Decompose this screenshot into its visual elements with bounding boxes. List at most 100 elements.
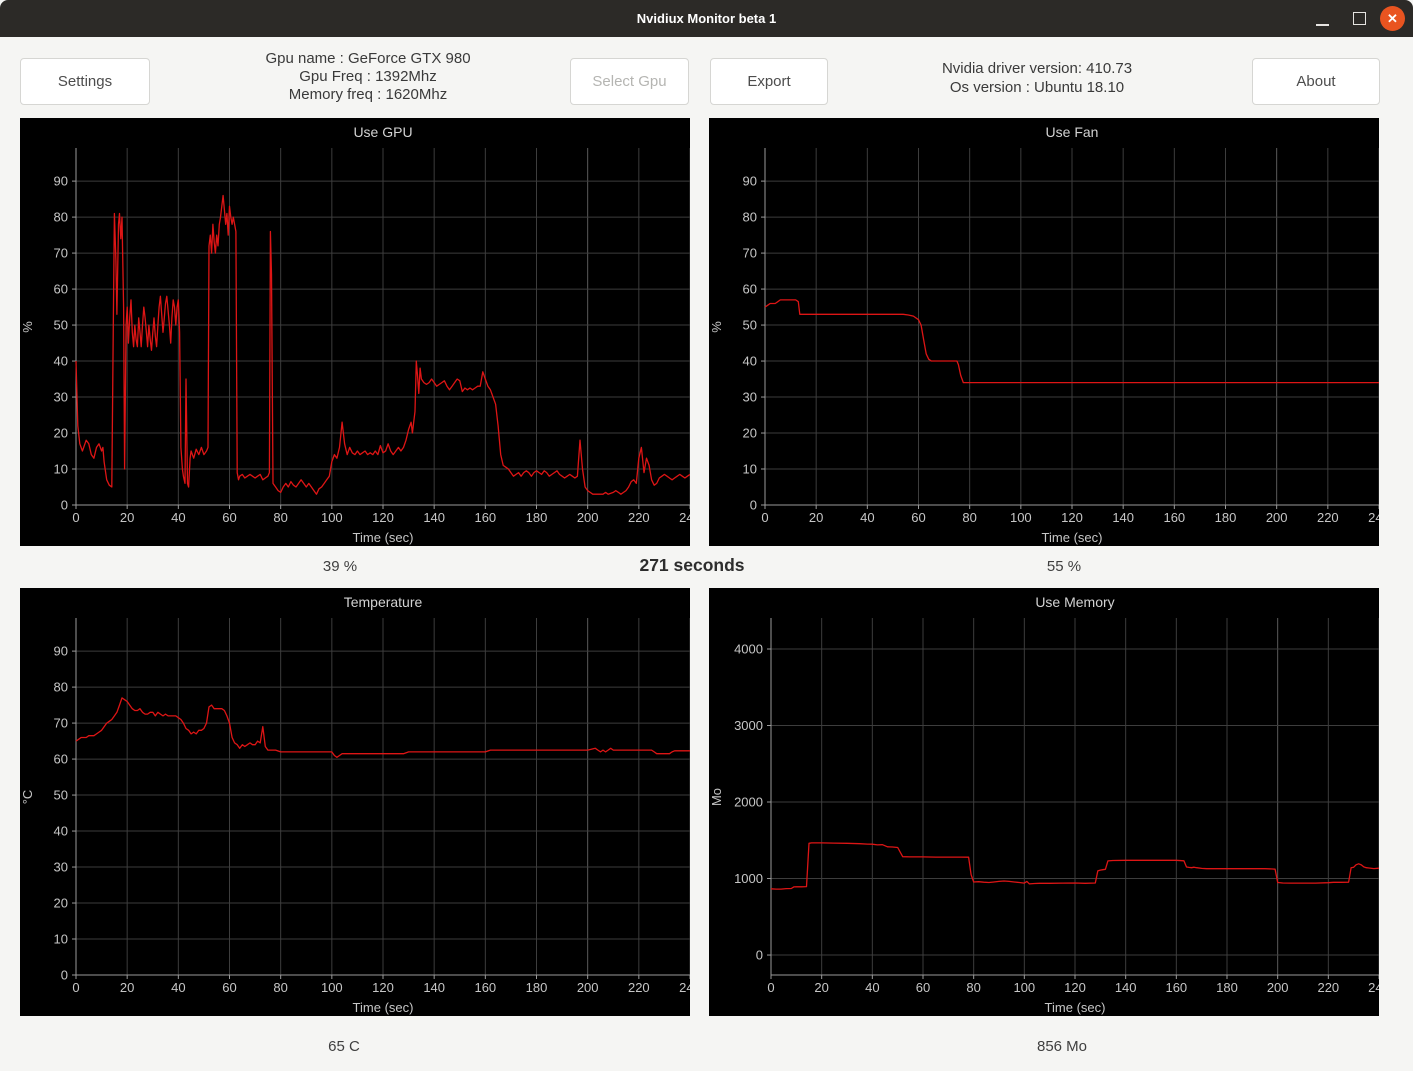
gpu-usage-value: 39 % bbox=[322, 558, 358, 575]
svg-text:Time (sec): Time (sec) bbox=[353, 530, 414, 545]
os-version-line: Os version : Ubuntu 18.10 bbox=[949, 79, 1125, 96]
svg-text:220: 220 bbox=[1317, 510, 1339, 525]
svg-text:0: 0 bbox=[72, 980, 79, 995]
svg-text:180: 180 bbox=[526, 980, 548, 995]
svg-text:100: 100 bbox=[321, 510, 343, 525]
svg-text:30: 30 bbox=[54, 390, 68, 405]
svg-text:60: 60 bbox=[54, 752, 68, 767]
svg-text:80: 80 bbox=[962, 510, 976, 525]
svg-text:Use Fan: Use Fan bbox=[1046, 124, 1099, 140]
svg-text:120: 120 bbox=[372, 980, 394, 995]
svg-text:0: 0 bbox=[761, 510, 768, 525]
svg-text:220: 220 bbox=[1317, 980, 1339, 995]
svg-text:20: 20 bbox=[743, 426, 757, 441]
svg-text:140: 140 bbox=[423, 980, 445, 995]
svg-text:240: 240 bbox=[679, 980, 690, 995]
svg-text:20: 20 bbox=[120, 980, 134, 995]
about-button[interactable]: About bbox=[1252, 58, 1380, 105]
svg-text:60: 60 bbox=[222, 980, 236, 995]
svg-text:Use GPU: Use GPU bbox=[353, 124, 412, 140]
svg-text:%: % bbox=[709, 321, 724, 333]
svg-text:3000: 3000 bbox=[734, 718, 763, 733]
window-title: Nvidiux Monitor beta 1 bbox=[636, 11, 777, 26]
svg-text:100: 100 bbox=[1013, 980, 1035, 995]
svg-text:50: 50 bbox=[54, 788, 68, 803]
svg-text:Time (sec): Time (sec) bbox=[1042, 530, 1103, 545]
svg-text:180: 180 bbox=[1216, 980, 1238, 995]
memory-freq-line: Memory freq : 1620Mhz bbox=[288, 86, 448, 103]
use-gpu-chart: 0 20 40 60 80 100 120 140 160 180 200 220 240 0 10 20 30… bbox=[20, 118, 690, 546]
temperature-plot: 0 20 40 60 80 100 120 140 160 180 200 220 240 0 10 20 30… bbox=[20, 594, 690, 1015]
svg-text:20: 20 bbox=[54, 426, 68, 441]
svg-text:%: % bbox=[20, 321, 35, 333]
svg-text:1000: 1000 bbox=[734, 871, 763, 886]
svg-text:80: 80 bbox=[273, 980, 287, 995]
svg-text:100: 100 bbox=[1010, 510, 1032, 525]
svg-text:40: 40 bbox=[171, 510, 185, 525]
svg-text:40: 40 bbox=[54, 354, 68, 369]
svg-text:Temperature: Temperature bbox=[344, 594, 423, 610]
svg-text:60: 60 bbox=[743, 282, 757, 297]
svg-text:20: 20 bbox=[809, 510, 823, 525]
minimize-button[interactable] bbox=[1308, 0, 1338, 37]
close-icon: ✕ bbox=[1380, 6, 1405, 31]
svg-text:80: 80 bbox=[54, 210, 68, 225]
svg-text:120: 120 bbox=[372, 510, 394, 525]
svg-text:2000: 2000 bbox=[734, 795, 763, 810]
svg-text:50: 50 bbox=[743, 318, 757, 333]
svg-text:160: 160 bbox=[474, 510, 496, 525]
memory-usage-value: 856 Mo bbox=[1036, 1038, 1088, 1055]
svg-text:140: 140 bbox=[423, 510, 445, 525]
svg-text:180: 180 bbox=[526, 510, 548, 525]
svg-text:80: 80 bbox=[743, 210, 757, 225]
svg-text:180: 180 bbox=[1215, 510, 1237, 525]
elapsed-time: 271 seconds bbox=[639, 555, 745, 575]
svg-text:160: 160 bbox=[474, 980, 496, 995]
svg-text:160: 160 bbox=[1165, 980, 1187, 995]
svg-text:40: 40 bbox=[54, 824, 68, 839]
temperature-value: 65 C bbox=[328, 1038, 360, 1055]
temperature-chart: 0 20 40 60 80 100 120 140 160 180 200 220 240 0 10 20 30… bbox=[20, 588, 690, 1016]
close-button[interactable]: ✕ bbox=[1378, 0, 1408, 37]
select-gpu-button[interactable]: Select Gpu bbox=[570, 58, 689, 105]
svg-text:220: 220 bbox=[628, 980, 650, 995]
svg-text:30: 30 bbox=[743, 390, 757, 405]
svg-text:40: 40 bbox=[743, 354, 757, 369]
svg-text:Time (sec): Time (sec) bbox=[353, 1000, 414, 1015]
svg-text:90: 90 bbox=[743, 174, 757, 189]
svg-text:10: 10 bbox=[54, 932, 68, 947]
maximize-button[interactable] bbox=[1344, 0, 1374, 37]
svg-text:200: 200 bbox=[1267, 980, 1289, 995]
svg-text:Use Memory: Use Memory bbox=[1035, 594, 1114, 610]
svg-text:50: 50 bbox=[54, 318, 68, 333]
svg-text:90: 90 bbox=[54, 174, 68, 189]
svg-text:40: 40 bbox=[860, 510, 874, 525]
svg-text:200: 200 bbox=[1266, 510, 1288, 525]
svg-text:140: 140 bbox=[1112, 510, 1134, 525]
use-fan-plot: 0 20 40 60 80 100 120 140 160 180 200 220 240 0 10 20 30… bbox=[709, 124, 1379, 545]
svg-text:80: 80 bbox=[273, 510, 287, 525]
svg-text:20: 20 bbox=[120, 510, 134, 525]
svg-text:0: 0 bbox=[767, 980, 774, 995]
export-button[interactable]: Export bbox=[710, 58, 828, 105]
svg-text:0: 0 bbox=[61, 968, 68, 983]
svg-text:220: 220 bbox=[628, 510, 650, 525]
settings-button[interactable]: Settings bbox=[20, 58, 150, 105]
svg-text:40: 40 bbox=[865, 980, 879, 995]
titlebar: Nvidiux Monitor beta 1 ✕ bbox=[0, 0, 1413, 37]
svg-text:240: 240 bbox=[679, 510, 690, 525]
gpu-name-line: Gpu name : GeForce GTX 980 bbox=[265, 50, 471, 67]
svg-text:70: 70 bbox=[54, 246, 68, 261]
svg-text:0: 0 bbox=[756, 948, 763, 963]
svg-text:240: 240 bbox=[1368, 510, 1379, 525]
svg-text:0: 0 bbox=[750, 498, 757, 513]
svg-text:240: 240 bbox=[1368, 980, 1379, 995]
svg-text:10: 10 bbox=[54, 462, 68, 477]
svg-text:°C: °C bbox=[20, 790, 35, 805]
svg-text:200: 200 bbox=[577, 980, 599, 995]
svg-text:80: 80 bbox=[54, 680, 68, 695]
svg-text:200: 200 bbox=[577, 510, 599, 525]
svg-text:40: 40 bbox=[171, 980, 185, 995]
svg-text:70: 70 bbox=[743, 246, 757, 261]
system-info: Nvidia driver version: 410.73 Os version… bbox=[887, 59, 1187, 97]
